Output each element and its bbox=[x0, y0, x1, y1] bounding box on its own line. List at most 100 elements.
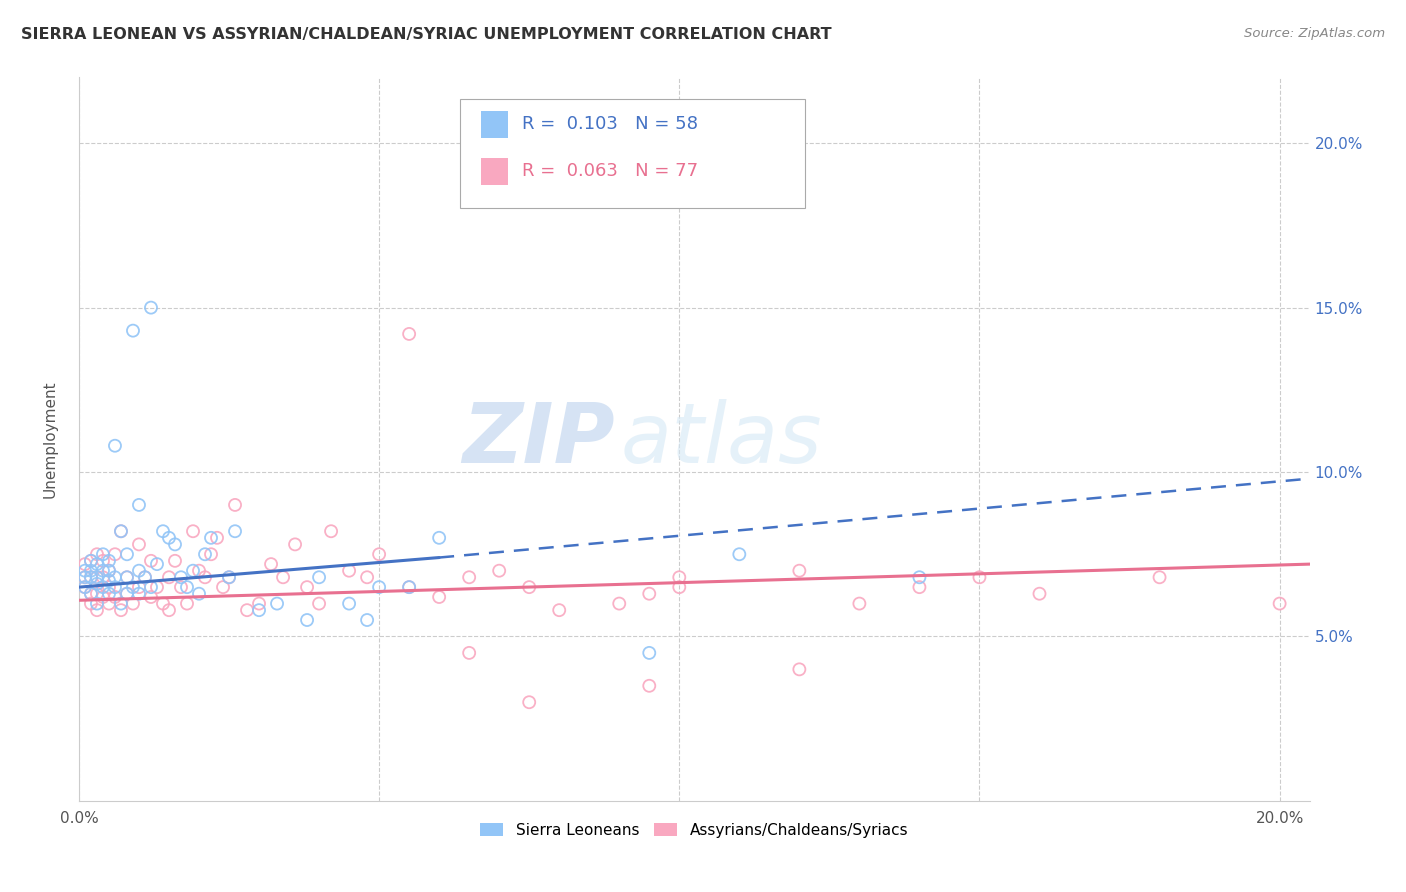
Point bbox=[194, 570, 217, 584]
Point bbox=[80, 587, 103, 601]
Point bbox=[398, 580, 420, 594]
Point bbox=[163, 537, 186, 551]
Point bbox=[80, 597, 103, 611]
Point bbox=[356, 570, 378, 584]
Point bbox=[104, 590, 127, 604]
Point bbox=[247, 603, 270, 617]
Point bbox=[91, 590, 114, 604]
Point bbox=[134, 570, 156, 584]
Point bbox=[157, 603, 180, 617]
Point bbox=[728, 547, 751, 561]
Point bbox=[308, 597, 330, 611]
Point bbox=[115, 587, 138, 601]
Point bbox=[212, 580, 235, 594]
Point bbox=[157, 531, 180, 545]
Point bbox=[337, 597, 360, 611]
Text: SIERRA LEONEAN VS ASSYRIAN/CHALDEAN/SYRIAC UNEMPLOYMENT CORRELATION CHART: SIERRA LEONEAN VS ASSYRIAN/CHALDEAN/SYRI… bbox=[21, 27, 832, 42]
Point bbox=[128, 587, 150, 601]
Point bbox=[458, 570, 481, 584]
Point bbox=[91, 570, 114, 584]
Point bbox=[170, 580, 193, 594]
Point bbox=[91, 554, 114, 568]
Point bbox=[638, 646, 661, 660]
Point bbox=[224, 498, 246, 512]
Point bbox=[908, 570, 931, 584]
Point bbox=[356, 613, 378, 627]
Point bbox=[139, 580, 162, 594]
Point bbox=[91, 547, 114, 561]
Point bbox=[1268, 597, 1291, 611]
Point bbox=[668, 580, 690, 594]
Point bbox=[86, 557, 108, 571]
Point bbox=[152, 597, 174, 611]
Point bbox=[134, 570, 156, 584]
Point bbox=[181, 524, 204, 539]
Point bbox=[548, 603, 571, 617]
Point bbox=[98, 580, 121, 594]
Point bbox=[218, 570, 240, 584]
Point bbox=[398, 326, 420, 341]
Point bbox=[308, 570, 330, 584]
Point bbox=[146, 580, 169, 594]
Point bbox=[163, 554, 186, 568]
Point bbox=[205, 531, 228, 545]
Point bbox=[319, 524, 342, 539]
Point bbox=[176, 597, 198, 611]
Text: R =  0.063   N = 77: R = 0.063 N = 77 bbox=[522, 162, 699, 180]
Point bbox=[139, 590, 162, 604]
Point bbox=[98, 564, 121, 578]
Point bbox=[638, 587, 661, 601]
Point bbox=[789, 662, 811, 676]
Point bbox=[188, 587, 211, 601]
Point bbox=[86, 570, 108, 584]
Point bbox=[427, 590, 450, 604]
Point bbox=[139, 554, 162, 568]
Point bbox=[73, 557, 96, 571]
Point bbox=[122, 324, 145, 338]
Point bbox=[98, 564, 121, 578]
Point bbox=[115, 587, 138, 601]
Point bbox=[247, 597, 270, 611]
Point bbox=[110, 597, 132, 611]
Point bbox=[80, 554, 103, 568]
Point bbox=[73, 580, 96, 594]
Point bbox=[73, 564, 96, 578]
Point bbox=[157, 570, 180, 584]
Point bbox=[488, 564, 510, 578]
Point bbox=[224, 524, 246, 539]
Point bbox=[236, 603, 259, 617]
Point bbox=[104, 547, 127, 561]
Point bbox=[86, 577, 108, 591]
Point bbox=[517, 695, 540, 709]
Point bbox=[266, 597, 288, 611]
Point bbox=[104, 580, 127, 594]
Point bbox=[86, 547, 108, 561]
Legend: Sierra Leoneans, Assyrians/Chaldeans/Syriacs: Sierra Leoneans, Assyrians/Chaldeans/Syr… bbox=[474, 816, 914, 844]
Point bbox=[1149, 570, 1171, 584]
Point bbox=[122, 597, 145, 611]
Point bbox=[80, 587, 103, 601]
Point bbox=[218, 570, 240, 584]
FancyBboxPatch shape bbox=[481, 111, 509, 138]
Point bbox=[908, 580, 931, 594]
Point bbox=[188, 564, 211, 578]
Point bbox=[80, 570, 103, 584]
Point bbox=[104, 570, 127, 584]
Point bbox=[86, 603, 108, 617]
Point bbox=[98, 554, 121, 568]
Point bbox=[128, 537, 150, 551]
Point bbox=[80, 554, 103, 568]
Point bbox=[73, 580, 96, 594]
Point bbox=[73, 570, 96, 584]
Point bbox=[295, 613, 318, 627]
Point bbox=[668, 570, 690, 584]
Point bbox=[128, 564, 150, 578]
Point bbox=[110, 524, 132, 539]
Point bbox=[969, 570, 991, 584]
Point bbox=[146, 557, 169, 571]
FancyBboxPatch shape bbox=[481, 158, 509, 186]
Point bbox=[194, 547, 217, 561]
Point bbox=[73, 570, 96, 584]
Point bbox=[284, 537, 307, 551]
Point bbox=[517, 580, 540, 594]
